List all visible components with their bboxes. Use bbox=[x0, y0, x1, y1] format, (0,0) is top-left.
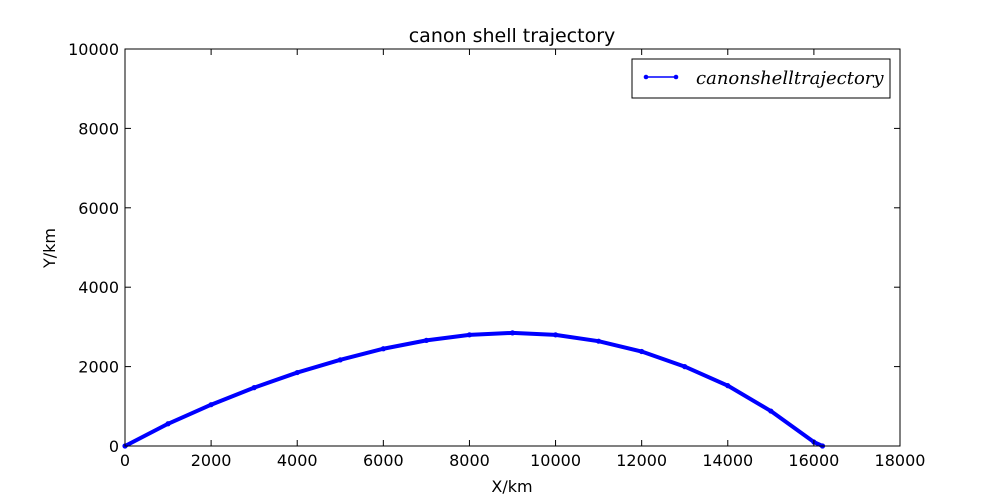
x-tick-label: 14000 bbox=[702, 451, 753, 470]
data-point bbox=[509, 330, 516, 336]
y-tick-label: 8000 bbox=[78, 119, 119, 138]
data-point bbox=[725, 383, 731, 389]
data-point bbox=[337, 357, 343, 363]
x-tick-label: 0 bbox=[120, 451, 130, 470]
legend-label: canonshelltrajectory bbox=[696, 68, 884, 89]
data-point bbox=[552, 332, 559, 338]
data-point bbox=[466, 332, 473, 338]
data-point bbox=[208, 402, 214, 408]
plot-area bbox=[124, 48, 901, 447]
data-point bbox=[294, 369, 300, 376]
y-tick-label: 2000 bbox=[78, 358, 119, 377]
y-tick-label: 0 bbox=[109, 437, 119, 456]
data-point bbox=[639, 348, 645, 355]
x-axis-label: X/km bbox=[491, 477, 532, 496]
data-point bbox=[768, 408, 774, 414]
x-tick-label: 4000 bbox=[277, 451, 318, 470]
data-point bbox=[682, 364, 688, 370]
legend-marker bbox=[673, 74, 679, 80]
y-axis-label: Y/km bbox=[40, 228, 59, 269]
data-point bbox=[165, 421, 171, 427]
x-tick-label: 6000 bbox=[363, 451, 404, 470]
y-tick-label: 4000 bbox=[78, 278, 119, 297]
data-point bbox=[251, 385, 257, 391]
data-point bbox=[423, 337, 429, 343]
x-tick-label: 12000 bbox=[616, 451, 667, 470]
x-tick-label: 18000 bbox=[875, 451, 926, 470]
series-layer bbox=[122, 330, 826, 449]
data-point bbox=[596, 338, 602, 344]
y-axis: 0 2000 4000 6000 8000 10000 bbox=[68, 40, 900, 456]
x-tick-label: 2000 bbox=[191, 451, 232, 470]
legend-marker bbox=[643, 74, 649, 80]
data-point bbox=[380, 346, 386, 352]
x-tick-label: 8000 bbox=[449, 451, 490, 470]
legend: canonshelltrajectory bbox=[631, 58, 891, 99]
x-tick-label: 16000 bbox=[788, 451, 839, 470]
series-line bbox=[124, 330, 824, 448]
y-tick-label: 6000 bbox=[78, 199, 119, 218]
y-tick-label: 10000 bbox=[68, 40, 119, 59]
x-tick-label: 10000 bbox=[530, 451, 581, 470]
x-axis: 0 2000 4000 6000 8000 10000 12000 14000 16000 180… bbox=[120, 49, 926, 470]
chart-title: canon shell trajectory bbox=[409, 25, 616, 47]
